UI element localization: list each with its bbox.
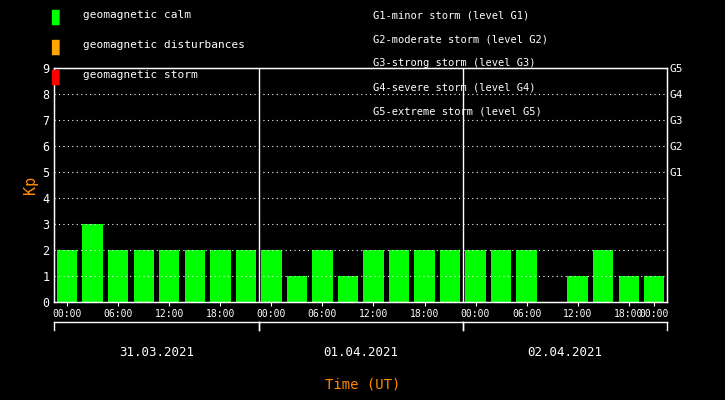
Bar [261,250,281,302]
Bar [312,250,333,302]
Text: G3-strong storm (level G3): G3-strong storm (level G3) [373,58,536,68]
Bar [338,276,358,302]
Text: G1-minor storm (level G1): G1-minor storm (level G1) [373,10,530,20]
Text: geomagnetic disturbances: geomagnetic disturbances [83,40,245,50]
Bar [465,250,486,302]
Bar [133,250,154,302]
Text: geomagnetic storm: geomagnetic storm [83,70,198,80]
Text: 02.04.2021: 02.04.2021 [527,346,602,359]
Bar [185,250,205,302]
Text: Time (UT): Time (UT) [325,378,400,392]
Bar [159,250,180,302]
Text: █: █ [51,70,58,86]
Text: 31.03.2021: 31.03.2021 [119,346,194,359]
Bar [389,250,409,302]
Bar [57,250,78,302]
Bar [568,276,588,302]
Bar [83,224,103,302]
Text: █: █ [51,40,58,56]
Text: 01.04.2021: 01.04.2021 [323,346,398,359]
Text: geomagnetic calm: geomagnetic calm [83,10,191,20]
Bar [414,250,435,302]
Text: G5-extreme storm (level G5): G5-extreme storm (level G5) [373,106,542,116]
Bar [363,250,384,302]
Bar [618,276,639,302]
Bar [516,250,536,302]
Bar [236,250,256,302]
Bar [210,250,231,302]
Text: G4-severe storm (level G4): G4-severe storm (level G4) [373,82,536,92]
Bar [108,250,128,302]
Bar [440,250,460,302]
Text: G2-moderate storm (level G2): G2-moderate storm (level G2) [373,34,548,44]
Y-axis label: Kp: Kp [23,176,38,194]
Bar [644,276,664,302]
Text: █: █ [51,10,58,26]
Bar [286,276,307,302]
Bar [593,250,613,302]
Bar [491,250,511,302]
